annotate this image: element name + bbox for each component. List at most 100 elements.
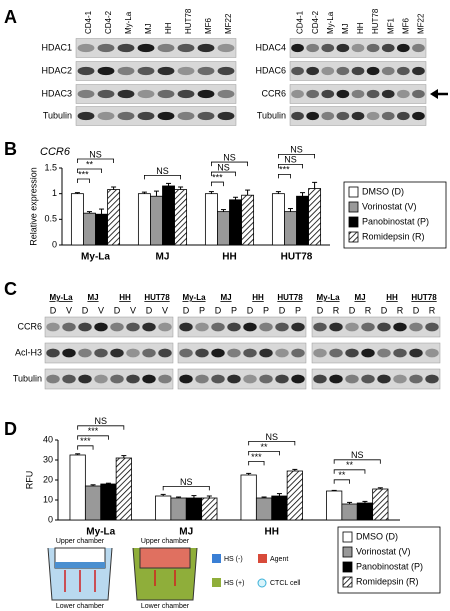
band: [306, 111, 320, 121]
significance-bracket: [333, 459, 381, 464]
band: [197, 111, 215, 121]
blot: [75, 61, 237, 81]
y-tick-label: 40: [43, 434, 53, 444]
band: [313, 348, 327, 358]
cell-label: MJ: [354, 293, 365, 302]
band: [211, 374, 225, 384]
lane-label: HUT78: [184, 8, 193, 34]
lane-label: MF22: [224, 13, 233, 34]
band: [46, 322, 60, 332]
band: [351, 43, 365, 53]
band: [412, 66, 425, 76]
bar: [308, 188, 322, 246]
significance-bracket: [77, 425, 125, 430]
band: [393, 348, 407, 358]
lane-label: CD4-2: [104, 10, 113, 34]
band: [291, 89, 304, 99]
significance-label: ***: [80, 436, 91, 446]
legend-label: Vorinostat (V): [356, 546, 411, 556]
bar: [70, 193, 84, 246]
lane-label: CD4-2: [311, 10, 320, 34]
lane-label: P: [263, 305, 269, 315]
band: [321, 66, 335, 76]
row-label: Tubulin: [257, 110, 286, 120]
lane-label: R: [429, 305, 436, 315]
blot: [177, 342, 307, 364]
band: [77, 43, 95, 53]
y-tick-label: 10: [43, 494, 53, 504]
band: [425, 322, 439, 332]
row-label: CCR6: [261, 88, 286, 98]
significance-bracket: [77, 158, 114, 163]
band: [137, 89, 155, 99]
bar: [271, 495, 288, 521]
band: [381, 111, 395, 121]
band: [291, 43, 304, 53]
lane-label: MF1: [386, 17, 395, 34]
significance-label: NS: [351, 450, 364, 460]
band: [78, 348, 92, 358]
band: [336, 89, 350, 99]
label: Upper chamber: [56, 538, 105, 545]
row-label: HDAC4: [255, 42, 286, 52]
band: [217, 66, 235, 76]
bar: [137, 193, 151, 246]
lane-label: D: [50, 305, 57, 315]
significance-bracket: [144, 175, 181, 180]
blot: [75, 38, 237, 58]
significance-bracket: [333, 469, 366, 474]
band: [321, 89, 335, 99]
blot: [289, 84, 427, 104]
band: [62, 348, 76, 358]
band: [126, 374, 140, 384]
x-tick-label: HUT78: [281, 252, 313, 263]
legend-swatch: [348, 186, 359, 198]
band: [336, 43, 350, 53]
band: [158, 322, 172, 332]
significance-bracket: [278, 173, 291, 179]
x-tick-label: My-La: [81, 252, 110, 263]
band: [377, 348, 391, 358]
lane-label: MF6: [401, 17, 410, 34]
blot: [311, 316, 441, 338]
significance-bracket: [77, 178, 90, 183]
significance-label: **: [86, 159, 94, 169]
lane-label: CD4-1: [296, 10, 305, 34]
band: [137, 43, 155, 53]
bar: [83, 212, 96, 246]
bar: [174, 189, 188, 246]
x-tick-label: My-La: [86, 527, 115, 538]
band: [412, 89, 425, 99]
band: [179, 374, 193, 384]
cell-label: My-La: [316, 293, 340, 302]
band: [345, 374, 359, 384]
band: [381, 66, 395, 76]
band: [243, 348, 257, 358]
legend-swatch: [342, 561, 353, 573]
row-label: Tubulin: [43, 110, 72, 120]
legend-swatch: [257, 578, 267, 588]
panel-label: C: [4, 279, 17, 299]
band: [46, 348, 60, 358]
significance-bracket: [333, 479, 350, 484]
band: [217, 43, 235, 53]
band: [377, 322, 391, 332]
y-axis-label: RFU: [24, 471, 34, 490]
bar: [115, 457, 132, 521]
lane-label: D: [146, 305, 153, 315]
legend-label: Agent: [270, 556, 288, 563]
band: [361, 322, 375, 332]
panel-label: D: [4, 419, 17, 439]
lane-label: HH: [356, 22, 365, 34]
significance-bracket: [211, 161, 248, 167]
band: [195, 322, 209, 332]
band: [197, 89, 215, 99]
lane-label: My-La: [326, 11, 335, 34]
band: [345, 348, 359, 358]
band: [329, 374, 343, 384]
legend-label: CTCL cell: [270, 580, 301, 587]
significance-label: NS: [265, 432, 278, 442]
bar: [286, 470, 303, 521]
band: [157, 89, 175, 99]
label: Lower chamber: [141, 603, 190, 610]
